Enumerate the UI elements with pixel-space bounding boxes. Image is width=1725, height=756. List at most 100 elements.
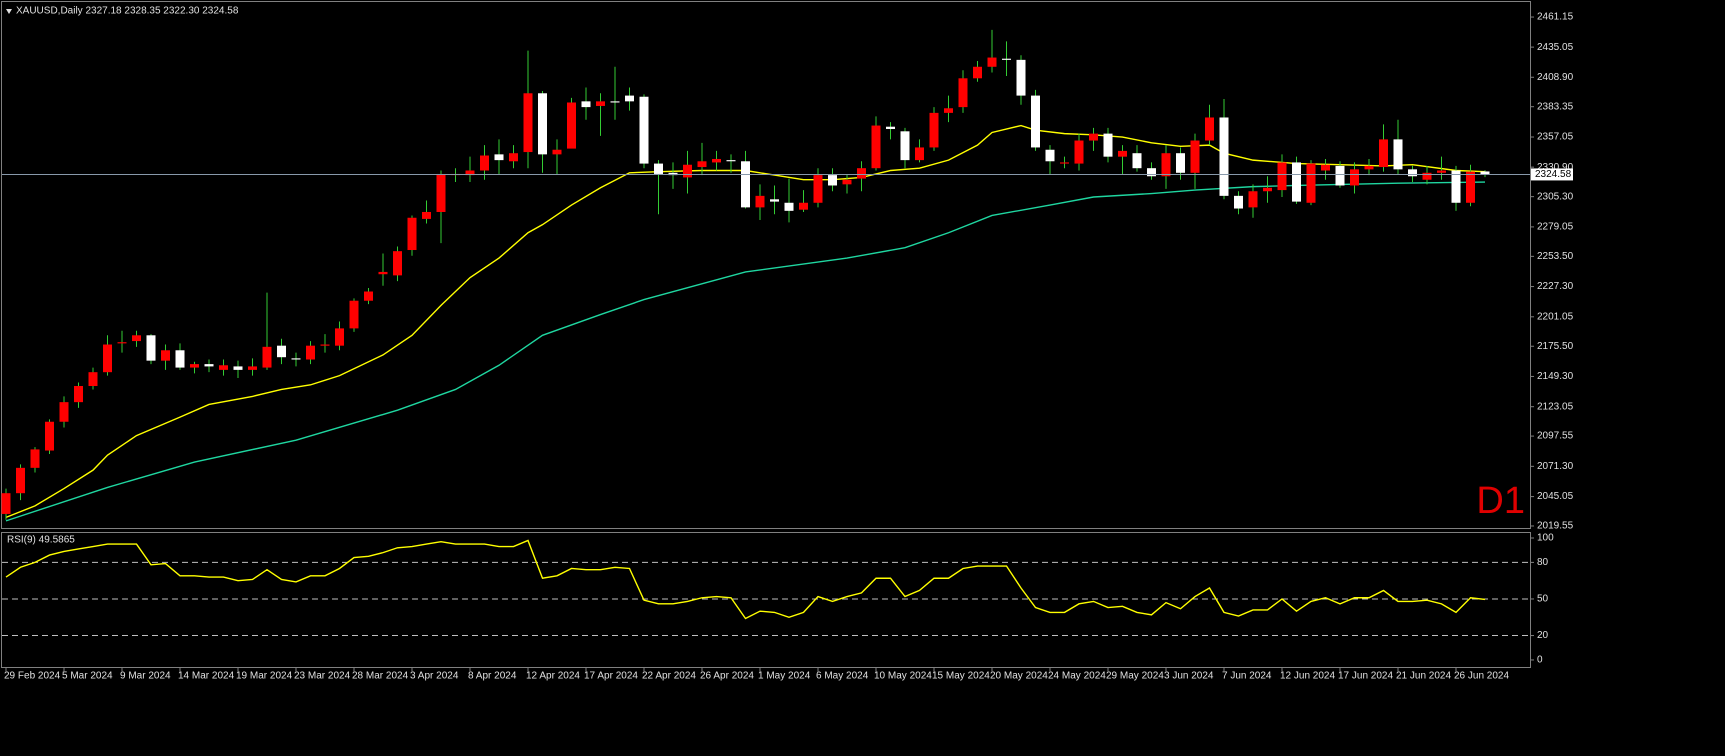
candle-body (1103, 133, 1113, 157)
candle-body (407, 217, 417, 251)
y-tick-label: 100 (1537, 533, 1554, 544)
candle-body (1, 493, 11, 514)
current-price-box (1531, 168, 1573, 181)
candle-body (204, 364, 214, 367)
candle-body (857, 168, 866, 179)
y-tick-label: 2408.90 (1537, 72, 1574, 83)
candle-body (1045, 149, 1055, 162)
candle-body (741, 161, 750, 208)
y-tick-label: 2330.90 (1537, 162, 1574, 173)
y-tick-label: 2123.05 (1537, 401, 1574, 412)
y-tick-label: 2201.05 (1537, 311, 1574, 322)
y-tick-label: 20 (1537, 630, 1549, 641)
x-tick-label: 5 Mar 2024 (62, 671, 113, 682)
x-tick-label: 6 May 2024 (816, 671, 869, 682)
candle-body (1205, 117, 1214, 141)
candle-body (161, 350, 170, 361)
candle-body (1248, 191, 1258, 208)
candle-body (1350, 169, 1359, 186)
candle-body (1089, 133, 1098, 141)
candle-body (1306, 163, 1316, 203)
x-tick-label: 26 Apr 2024 (700, 671, 754, 682)
candle-body (291, 358, 301, 360)
x-tick-label: 29 May 2024 (1106, 671, 1164, 682)
y-tick-label: 2357.05 (1537, 132, 1574, 143)
x-tick-label: 1 May 2024 (758, 671, 811, 682)
candle-body (915, 147, 924, 161)
x-tick-label: 28 Mar 2024 (352, 671, 409, 682)
candle-body (45, 421, 54, 451)
candle-body (16, 467, 25, 494)
candle-body (364, 291, 373, 301)
x-tick-label: 14 Mar 2024 (178, 671, 235, 682)
candle-body (538, 93, 547, 155)
x-tick-label: 12 Apr 2024 (526, 671, 580, 682)
moving-average (5, 181, 1486, 522)
candle-body (1466, 171, 1475, 203)
candle-body (219, 365, 228, 370)
candle-body (190, 364, 199, 368)
x-tick-label: 29 Feb 2024 (4, 671, 61, 682)
candle-body (306, 345, 315, 360)
candle-body (1234, 195, 1243, 209)
x-tick-label: 24 May 2024 (1048, 671, 1106, 682)
candle-body (581, 101, 591, 108)
x-tick-label: 20 May 2024 (990, 671, 1048, 682)
candle-body (871, 125, 881, 169)
candle-body (596, 101, 605, 106)
x-tick-label: 17 Jun 2024 (1338, 671, 1393, 682)
y-tick-label: 2175.50 (1537, 341, 1574, 352)
candle-body (175, 350, 185, 368)
x-tick-label: 10 May 2024 (874, 671, 932, 682)
candle-body (973, 66, 982, 79)
candle-body (828, 175, 837, 186)
candle-body (393, 251, 402, 276)
candle-body (552, 149, 562, 155)
candle-body (1379, 139, 1388, 168)
candle-body (117, 342, 127, 344)
candle-body (929, 112, 939, 148)
candle-body (654, 163, 663, 174)
x-tick-label: 26 Jun 2024 (1454, 671, 1509, 682)
candle-body (799, 202, 808, 210)
candle-body (1161, 153, 1171, 177)
y-tick-label: 2305.30 (1537, 191, 1574, 202)
candle-body (248, 366, 257, 370)
y-tick-label: 80 (1537, 557, 1549, 568)
candle-body (277, 345, 286, 358)
y-tick-label: 2435.05 (1537, 42, 1574, 53)
candle-body (987, 57, 997, 67)
candle-body (480, 155, 489, 171)
candle-body (88, 372, 98, 387)
candle-body (74, 386, 83, 403)
candle-body (1437, 170, 1446, 173)
menu-arrow[interactable] (6, 9, 12, 14)
candle-body (494, 154, 504, 161)
x-tick-label: 22 Apr 2024 (642, 671, 696, 682)
candle-body (1132, 153, 1142, 169)
x-tick-label: 7 Jun 2024 (1222, 671, 1272, 682)
candle-body (1147, 168, 1156, 177)
x-tick-label: 19 Mar 2024 (236, 671, 293, 682)
rsi-line (5, 539, 1486, 620)
candle-body (1002, 58, 1011, 60)
candle-body (320, 344, 330, 346)
moving-average (5, 124, 1486, 519)
candle-body (1016, 59, 1026, 96)
candle-body (1321, 164, 1330, 171)
y-tick-label: 2019.55 (1537, 521, 1574, 532)
y-tick-label: 2045.05 (1537, 491, 1574, 502)
candle-body (1060, 162, 1069, 164)
candle-body (103, 344, 112, 373)
candle-body (697, 161, 707, 168)
candle-body (378, 271, 388, 275)
candle-body (1176, 153, 1185, 173)
candle-body (132, 335, 141, 342)
x-tick-label: 12 Jun 2024 (1280, 671, 1335, 682)
candle-body (422, 211, 431, 219)
y-tick-label: 2227.30 (1537, 281, 1574, 292)
candle-body (683, 164, 692, 178)
y-tick-label: 0 (1537, 655, 1543, 666)
candle-body (509, 153, 518, 162)
